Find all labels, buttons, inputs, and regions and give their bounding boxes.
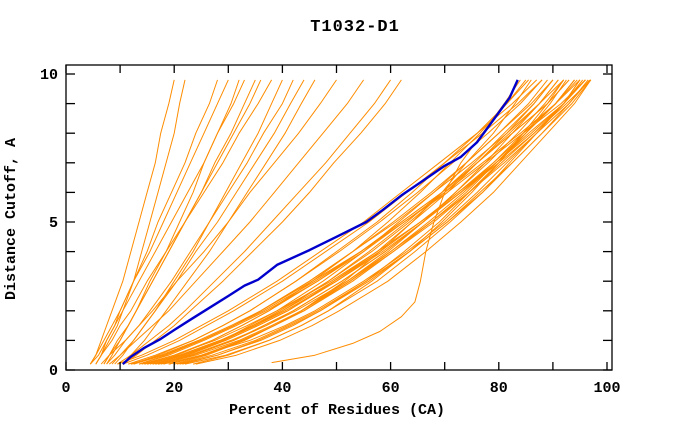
x-tick-label: 100 bbox=[593, 380, 620, 397]
model-curve bbox=[122, 79, 316, 365]
x-tick-label: 20 bbox=[165, 380, 183, 397]
model-curve bbox=[89, 79, 245, 365]
model-curve bbox=[157, 79, 548, 365]
model-curves bbox=[89, 79, 592, 365]
model-curve bbox=[108, 79, 365, 365]
model-curve bbox=[179, 79, 567, 365]
x-axis-label: Percent of Residues (CA) bbox=[229, 402, 445, 419]
model-curve bbox=[133, 79, 543, 365]
model-outlier bbox=[271, 79, 521, 364]
model-curve bbox=[149, 79, 570, 365]
model-curve bbox=[155, 79, 565, 365]
model-curve bbox=[146, 79, 554, 365]
axis-frame bbox=[65, 64, 613, 371]
y-axis-label: Distance Cutoff, A bbox=[3, 138, 20, 300]
plot-frame bbox=[65, 64, 613, 371]
model-curve bbox=[117, 79, 392, 365]
model-curve bbox=[117, 79, 538, 365]
y-tick-label: 10 bbox=[40, 67, 58, 84]
model-curve bbox=[89, 79, 175, 365]
model-curve bbox=[163, 79, 581, 365]
model-curve bbox=[89, 79, 218, 365]
model-curve bbox=[100, 79, 337, 365]
highlighted-model-curve-line bbox=[121, 79, 519, 365]
model-curve bbox=[128, 79, 529, 365]
highlighted-model-curve bbox=[121, 79, 519, 365]
model-curve bbox=[114, 79, 305, 365]
model-curve bbox=[176, 79, 592, 365]
model-curve bbox=[138, 79, 581, 365]
model-curve bbox=[95, 79, 186, 365]
model-curve bbox=[106, 79, 294, 365]
model-curve bbox=[130, 79, 570, 365]
x-tick-label: 60 bbox=[382, 380, 400, 397]
x-tick-label: 80 bbox=[490, 380, 508, 397]
model-curve bbox=[155, 79, 591, 365]
chart-title: T1032-D1 bbox=[310, 18, 400, 37]
y-tick-label: 5 bbox=[49, 215, 58, 232]
y-axis-ticks: 0 5 10 bbox=[40, 67, 612, 380]
x-tick-label: 0 bbox=[61, 380, 70, 397]
x-tick-label: 40 bbox=[273, 380, 291, 397]
model-curve bbox=[146, 79, 559, 365]
model-curve bbox=[144, 79, 527, 365]
model-curve bbox=[106, 79, 262, 365]
y-tick-label: 0 bbox=[49, 363, 58, 380]
x-axis-ticks: 0 20 40 60 80 100 bbox=[61, 65, 621, 397]
model-curve bbox=[122, 79, 402, 365]
